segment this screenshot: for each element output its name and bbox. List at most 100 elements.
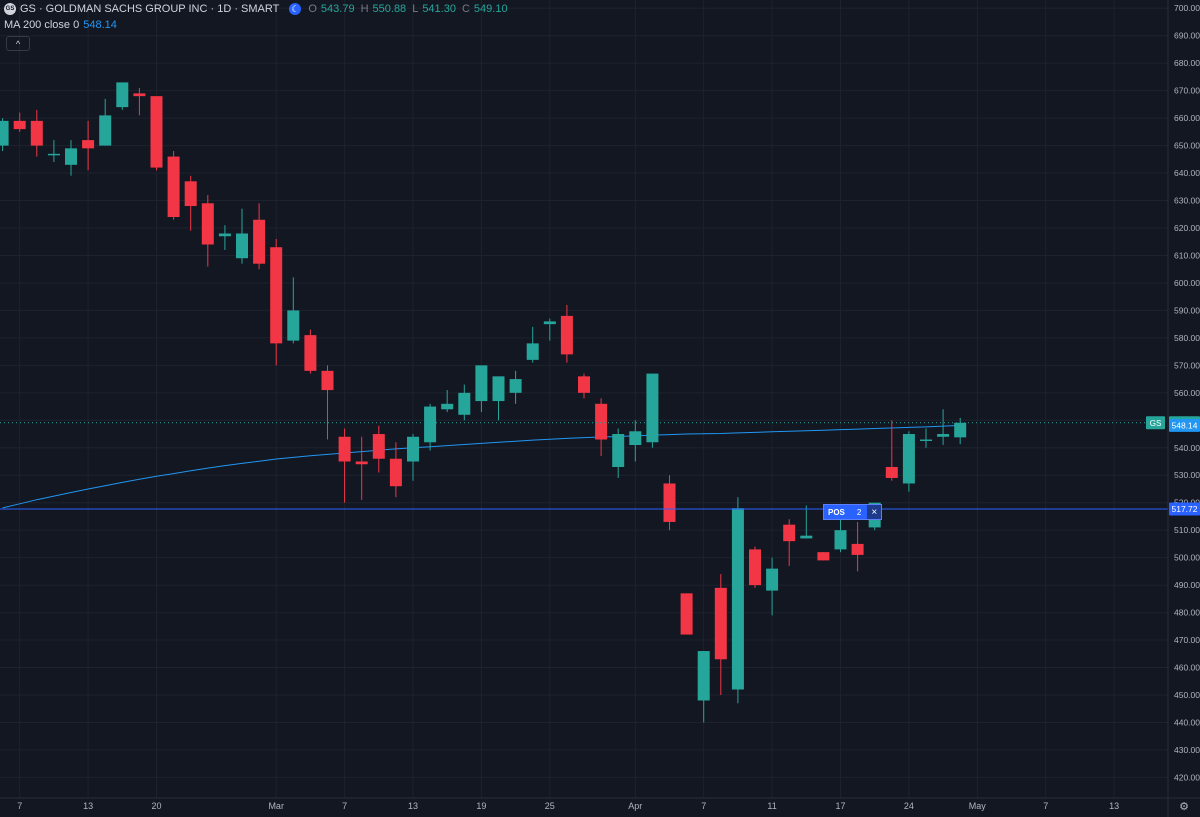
candle-up xyxy=(766,557,779,616)
candle-body xyxy=(526,343,539,360)
candle-body xyxy=(150,96,163,168)
candle-body xyxy=(680,593,693,635)
price-tick-label: 430.00 xyxy=(1174,745,1200,755)
price-tick-label: 450.00 xyxy=(1174,690,1200,700)
candle-body xyxy=(578,376,590,393)
price-tick-label: 510.00 xyxy=(1174,525,1200,535)
candle-body xyxy=(697,651,710,701)
candle-body xyxy=(851,543,864,555)
price-lines xyxy=(0,422,1168,510)
candle-body xyxy=(321,370,334,391)
candle-down xyxy=(714,574,727,695)
candle-down xyxy=(680,593,693,635)
candle-up xyxy=(509,370,522,404)
candle-body xyxy=(99,115,112,146)
price-tick-label: 700.00 xyxy=(1174,3,1200,13)
candle-up xyxy=(492,376,505,421)
candle-body xyxy=(82,140,95,149)
candle-body xyxy=(304,335,317,371)
symbol-badge-text: GS xyxy=(1150,419,1162,428)
candle-down xyxy=(13,112,26,132)
candle-body xyxy=(133,93,146,97)
price-tick-label: 670.00 xyxy=(1174,86,1200,96)
candle-body xyxy=(47,153,60,156)
candle-up xyxy=(424,403,437,451)
candle-up xyxy=(116,82,129,110)
candle-body xyxy=(902,434,915,484)
candle-up xyxy=(526,326,539,363)
symbol-legend[interactable]: GS GS · GOLDMAN SACHS GROUP INC · 1D · S… xyxy=(4,3,510,15)
high-value: 550.88 xyxy=(372,3,407,15)
time-tick-label: 19 xyxy=(476,801,486,811)
candle-down xyxy=(578,373,590,399)
price-tick-label: 580.00 xyxy=(1174,333,1200,343)
candle-up xyxy=(731,497,744,704)
candle-body xyxy=(954,422,967,438)
candle-down xyxy=(851,521,864,572)
symbol-badge-bg xyxy=(1146,416,1165,430)
collapse-legend-button[interactable]: ^ xyxy=(6,36,30,51)
indicator-legend[interactable]: MA 200 close 0 548.14 xyxy=(4,19,117,31)
close-position-icon[interactable]: × xyxy=(867,505,882,519)
candle-body xyxy=(65,148,77,165)
candle-down xyxy=(321,365,334,440)
price-tick-label: 640.00 xyxy=(1174,168,1200,178)
candle-up xyxy=(800,505,813,539)
candle-up xyxy=(646,373,659,448)
candle-down xyxy=(82,120,95,171)
candle-down xyxy=(885,420,898,481)
candle-body xyxy=(389,458,402,487)
open-label: O xyxy=(308,3,317,15)
candle-up xyxy=(834,513,847,553)
candle-body xyxy=(355,461,368,465)
candle-body xyxy=(817,552,830,561)
position-label: POS xyxy=(828,507,845,517)
candle-body xyxy=(595,403,608,440)
candle-down xyxy=(150,96,163,171)
time-tick-label: 13 xyxy=(1109,801,1119,811)
candle-body xyxy=(13,120,26,130)
candle-up xyxy=(65,140,77,176)
time-axis[interactable]: 7 13 20 Mar 7 13 19 25 Apr 7 11 17 24 May 7 13 ⚙ xyxy=(0,797,1200,813)
candle-down xyxy=(270,238,283,366)
time-tick-label: 7 xyxy=(1043,801,1048,811)
candle-body xyxy=(800,535,813,539)
price-tick-label: 620.00 xyxy=(1174,223,1200,233)
candle-body xyxy=(731,508,744,690)
price-tick-label: 590.00 xyxy=(1174,305,1200,315)
position-tag[interactable]: POS 2 × xyxy=(823,504,883,520)
price-tick-label: 530.00 xyxy=(1174,470,1200,480)
time-tick-label: 7 xyxy=(17,801,22,811)
price-tick-label: 610.00 xyxy=(1174,250,1200,260)
candle-up xyxy=(99,98,112,146)
settings-gear-icon[interactable]: ⚙ xyxy=(1179,800,1189,813)
indicator-label[interactable]: MA 200 close 0 xyxy=(4,19,80,31)
price-tick-label: 440.00 xyxy=(1174,717,1200,727)
symbol-title[interactable]: GS · GOLDMAN SACHS GROUP INC · 1D · SMAR… xyxy=(20,3,280,15)
price-axis[interactable]: 420.00 430.00 440.00 450.00 460.00 470.00 480.… xyxy=(1146,0,1200,817)
candle-down xyxy=(184,175,197,231)
candle-body xyxy=(766,568,779,591)
candle-down xyxy=(372,425,385,473)
candle-body xyxy=(458,392,471,415)
price-tick-label: 470.00 xyxy=(1174,635,1200,645)
price-tick-label: 660.00 xyxy=(1174,113,1200,123)
ma-200-path xyxy=(2,424,961,509)
candle-body xyxy=(560,315,573,355)
time-tick-label: May xyxy=(969,801,987,811)
price-tick-label: 460.00 xyxy=(1174,663,1200,673)
candle-body xyxy=(475,365,488,402)
candle-body xyxy=(184,181,197,207)
price-badge-bg xyxy=(1169,502,1200,516)
time-tick-label: Apr xyxy=(628,801,642,811)
candle-up xyxy=(954,417,967,445)
low-value: 541.30 xyxy=(422,3,456,15)
price-tick-label: 420.00 xyxy=(1174,772,1200,782)
candle-down xyxy=(663,475,676,531)
candle-down xyxy=(560,304,573,363)
candle-body xyxy=(338,436,351,462)
close-label: C xyxy=(461,3,470,15)
price-badge-bg xyxy=(1169,418,1200,432)
chevron-up-icon: ^ xyxy=(15,38,21,49)
